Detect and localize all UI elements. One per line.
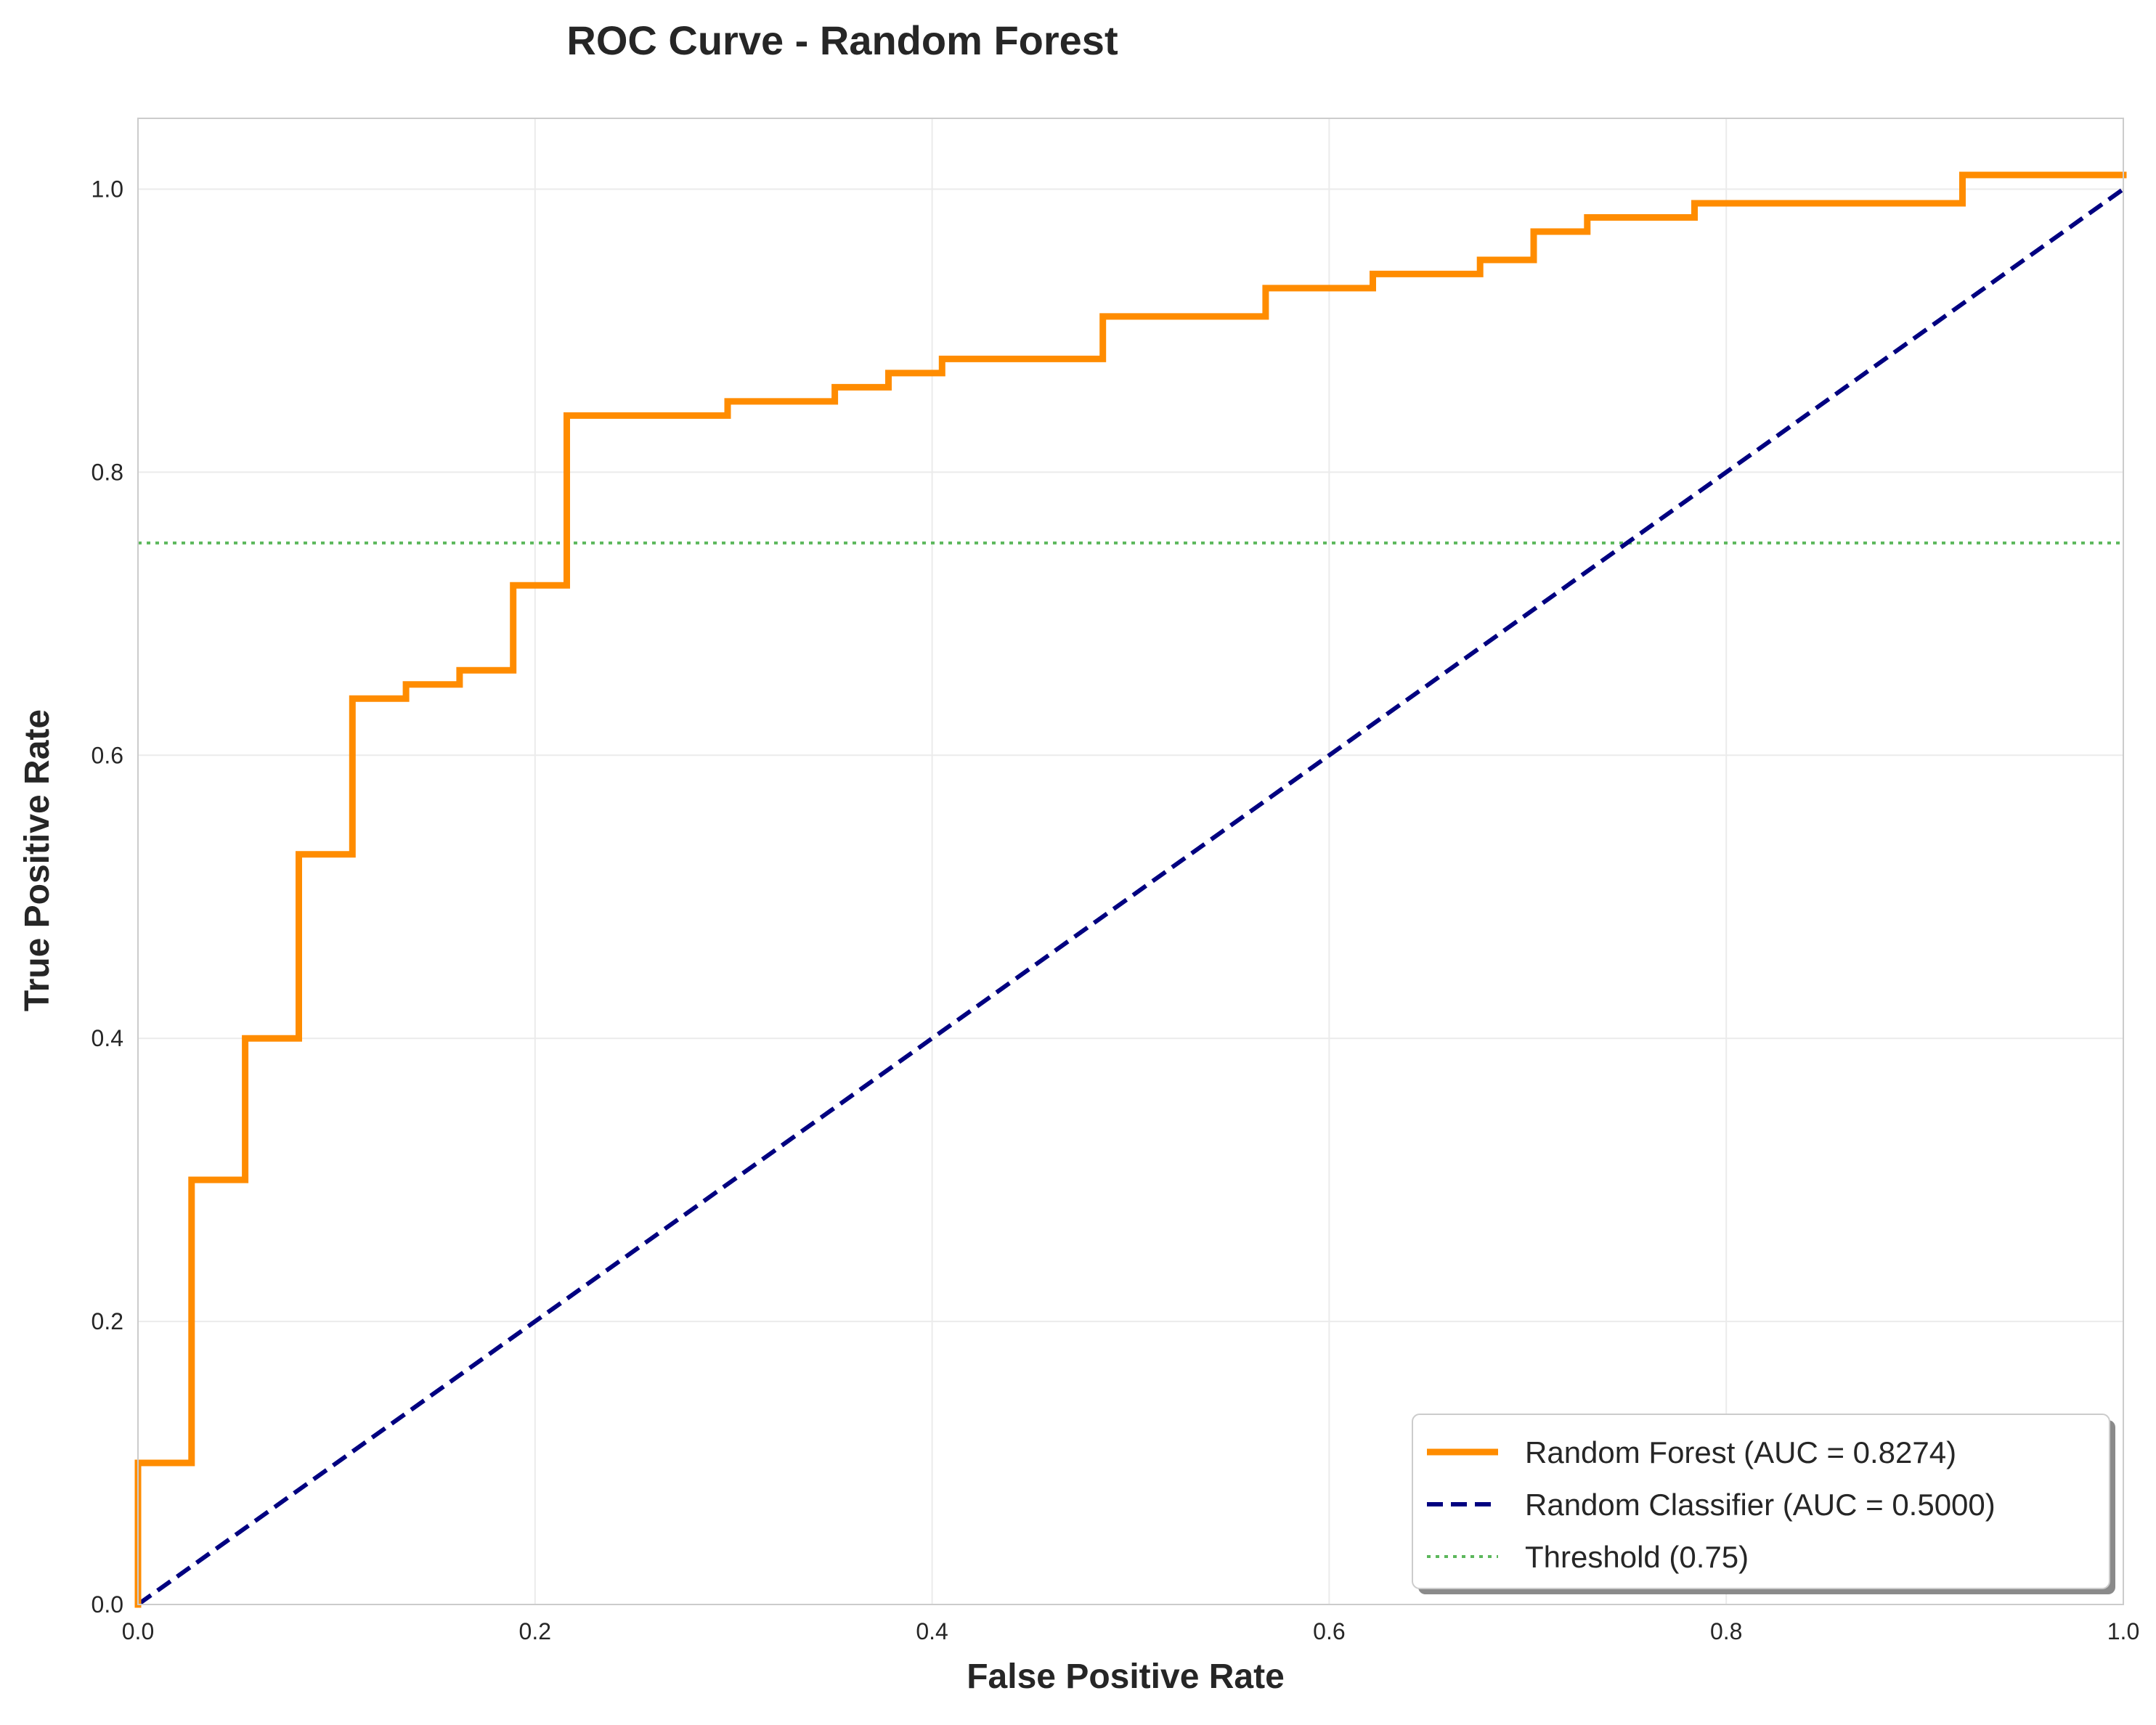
legend-label-0: Random Forest (AUC = 0.8274) [1525,1435,1956,1469]
y-tick-label: 0.4 [91,1025,123,1051]
x-tick-label: 0.8 [1710,1618,1742,1644]
series-line-0 [134,171,2127,1608]
legend: Random Forest (AUC = 0.8274) Random Class… [1412,1414,2115,1594]
x-tick-label: 0.4 [916,1618,948,1644]
y-axis-label: True Positive Rate [18,709,57,1011]
y-tick-label: 1.0 [91,176,123,202]
y-tick-label: 0.6 [91,742,123,768]
plot-frame [137,118,2124,1605]
plot-layer [134,171,2127,1608]
legend-label-2: Threshold (0.75) [1525,1540,1749,1574]
tick-layer: 0.0 0.2 0.4 0.6 0.8 1.0 0.0 0.2 0.4 0.6 0.8 1.0 [91,176,2140,1644]
x-axis-label: False Positive Rate [967,1657,1285,1696]
legend-label-1: Random Classifier (AUC = 0.5000) [1525,1488,1996,1522]
x-tick-label: 0.0 [122,1618,154,1644]
y-tick-label: 0.8 [91,459,123,485]
y-tick-label: 0.0 [91,1591,123,1618]
x-tick-label: 1.0 [2107,1618,2139,1644]
legend-box [1412,1414,2110,1589]
plot-background [138,118,2123,1604]
y-tick-label: 0.2 [91,1308,123,1334]
chart-title: ROC Curve - Random Forest [566,17,1118,63]
x-tick-label: 0.2 [519,1618,551,1644]
grid-layer [137,118,2124,1605]
x-tick-label: 0.6 [1313,1618,1345,1644]
